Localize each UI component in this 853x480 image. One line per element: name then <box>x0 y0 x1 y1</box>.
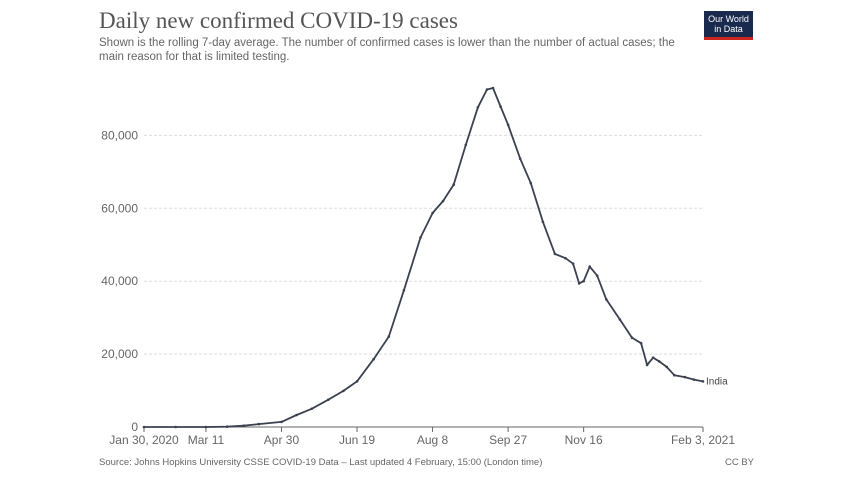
x-tick-label: Sep 27 <box>489 433 527 447</box>
data-point <box>257 422 261 426</box>
data-point <box>673 373 676 377</box>
data-point <box>225 425 229 429</box>
data-point <box>142 425 146 429</box>
x-tick-label: Jun 19 <box>339 433 375 447</box>
data-point <box>605 298 608 301</box>
data-point <box>657 360 661 363</box>
source-note[interactable]: Source: Johns Hopkins University CSSE CO… <box>99 457 543 468</box>
data-point <box>582 279 585 283</box>
data-point <box>327 398 330 402</box>
data-point <box>387 335 391 338</box>
data-point <box>588 265 591 268</box>
logo-line-1: Our World <box>708 14 749 24</box>
data-point <box>280 420 283 424</box>
y-tick-label: 80,000 <box>101 128 138 142</box>
y-tick-label: 20,000 <box>101 347 138 361</box>
data-point <box>518 157 522 160</box>
data-point <box>499 105 502 108</box>
data-point <box>204 425 208 429</box>
logo-line-2: in Data <box>714 24 743 34</box>
y-tick-label: 0 <box>131 420 138 434</box>
x-tick-label: Nov 16 <box>565 433 603 447</box>
data-point <box>683 375 687 379</box>
data-point <box>639 341 643 345</box>
x-tick-label: Aug 8 <box>417 433 449 447</box>
data-point <box>476 106 480 109</box>
chart-title: Daily new confirmed COVID-19 cases <box>99 8 458 33</box>
x-tick-label: Mar 11 <box>188 433 225 447</box>
data-point <box>541 220 545 224</box>
data-point <box>402 289 406 292</box>
data-point <box>419 236 422 239</box>
data-point <box>431 211 434 215</box>
data-point <box>595 274 599 278</box>
data-point <box>630 336 634 340</box>
data-point <box>564 256 567 260</box>
y-tick-label: 60,000 <box>101 201 138 215</box>
series-label-india: India <box>706 376 728 387</box>
x-tick-label: Jan 30, 2020 <box>109 433 179 447</box>
x-tick-label: Feb 3, 2021 <box>671 433 735 447</box>
data-point <box>665 365 668 369</box>
owid-logo[interactable]: Our World in Data <box>704 11 753 40</box>
data-point <box>372 357 375 361</box>
data-point <box>529 181 533 185</box>
data-point <box>701 380 705 383</box>
data-point <box>242 424 245 428</box>
data-point <box>174 425 177 429</box>
data-point <box>645 363 649 367</box>
data-point <box>577 282 581 285</box>
license-link[interactable]: CC BY <box>724 457 754 468</box>
data-point <box>310 407 314 411</box>
data-point <box>571 262 575 266</box>
data-point <box>452 183 456 186</box>
data-point <box>464 143 468 147</box>
data-point <box>651 356 655 360</box>
chart-subtitle: Shown is the rolling 7-day average. The … <box>99 37 675 63</box>
data-point <box>553 252 557 256</box>
data-point <box>355 380 359 383</box>
data-point <box>506 123 510 127</box>
series-line <box>144 87 704 428</box>
data-point <box>295 413 298 417</box>
data-point <box>485 88 489 91</box>
data-point <box>618 318 622 321</box>
data-point <box>491 86 495 90</box>
data-point <box>441 199 445 203</box>
x-tick-label: Apr 30 <box>264 433 300 447</box>
y-tick-label: 40,000 <box>101 274 138 288</box>
data-point <box>692 378 696 381</box>
data-point <box>342 389 345 393</box>
